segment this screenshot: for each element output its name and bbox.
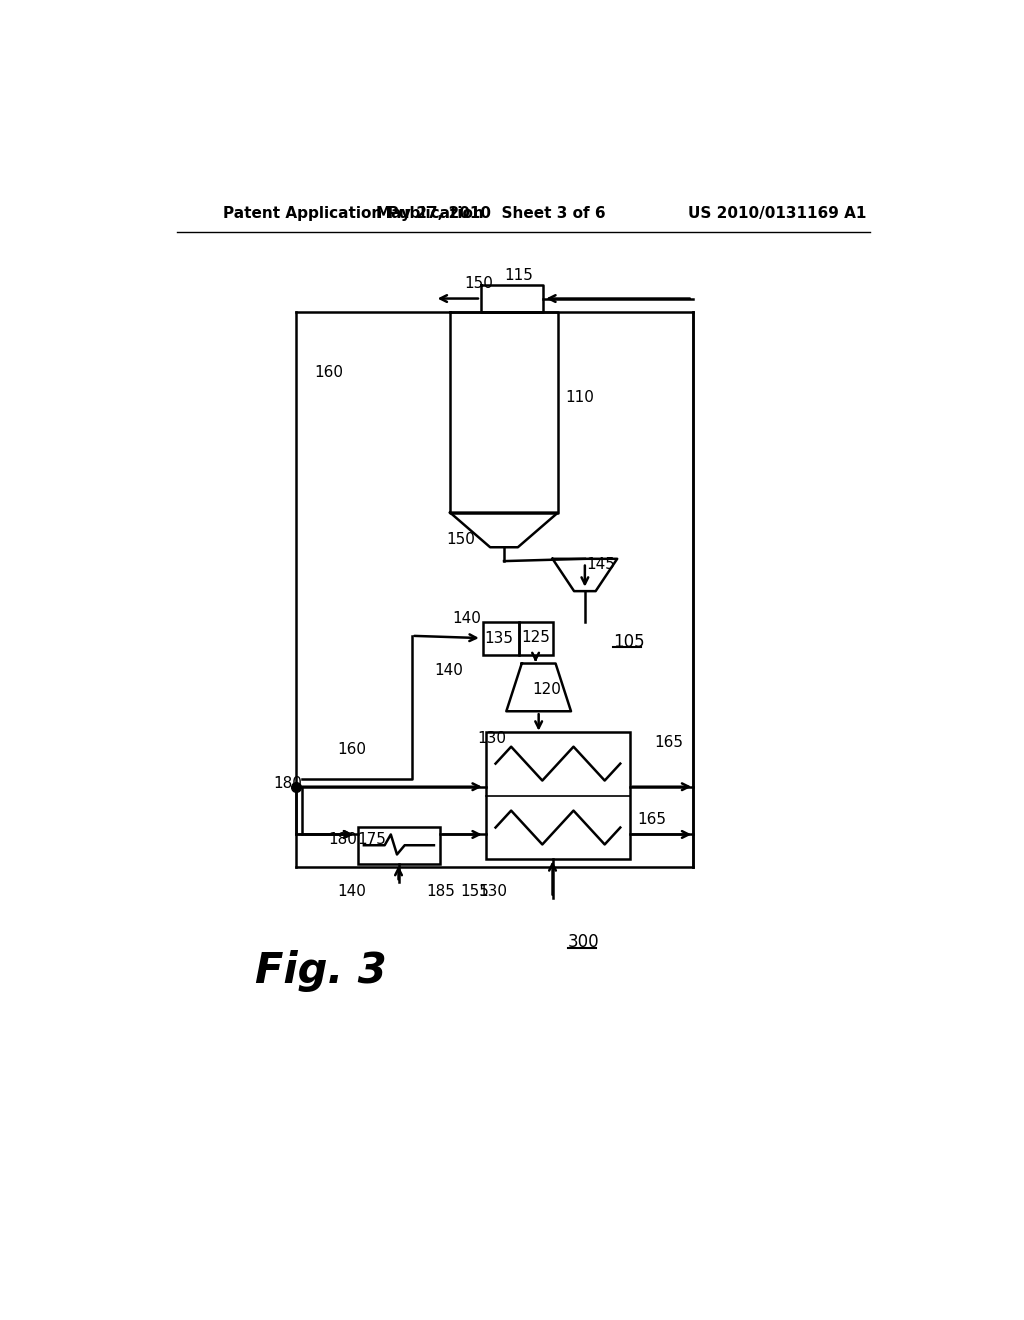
- Bar: [519, 622, 553, 655]
- Text: 150: 150: [465, 276, 494, 290]
- Text: 180: 180: [273, 776, 303, 791]
- Text: 180: 180: [329, 833, 357, 847]
- Text: 140: 140: [453, 611, 481, 627]
- Text: 165: 165: [637, 812, 667, 826]
- Text: Patent Application Publication: Patent Application Publication: [223, 206, 483, 222]
- Text: 105: 105: [613, 634, 645, 651]
- Bar: [357, 826, 440, 863]
- Text: 160: 160: [337, 742, 366, 758]
- Text: 115: 115: [505, 268, 534, 282]
- Text: 155: 155: [460, 884, 489, 899]
- Text: 185: 185: [426, 884, 455, 899]
- Bar: [486, 733, 630, 859]
- Text: 140: 140: [434, 663, 463, 678]
- Text: 120: 120: [532, 682, 561, 697]
- Text: Fig. 3: Fig. 3: [255, 950, 387, 991]
- Text: US 2010/0131169 A1: US 2010/0131169 A1: [688, 206, 866, 222]
- Text: 175: 175: [357, 833, 386, 847]
- Text: 130: 130: [477, 731, 506, 747]
- Text: 165: 165: [654, 734, 683, 750]
- Text: 140: 140: [337, 884, 366, 899]
- Text: May 27, 2010  Sheet 3 of 6: May 27, 2010 Sheet 3 of 6: [376, 206, 606, 222]
- Text: 150: 150: [446, 532, 475, 546]
- Text: 300: 300: [568, 933, 599, 952]
- Text: 160: 160: [313, 364, 343, 380]
- Text: 125: 125: [521, 630, 551, 645]
- Text: 110: 110: [565, 389, 595, 405]
- Bar: [483, 622, 519, 655]
- Text: 135: 135: [484, 631, 514, 645]
- Text: 130: 130: [478, 884, 508, 899]
- Text: 145: 145: [587, 557, 615, 573]
